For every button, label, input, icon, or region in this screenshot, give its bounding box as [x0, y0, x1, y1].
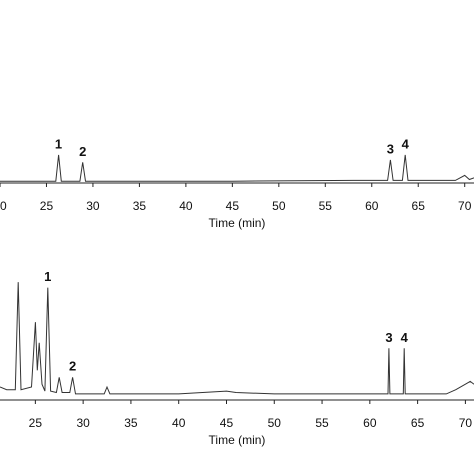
- peak-label: 1: [55, 136, 62, 151]
- x-tick-label: 35: [124, 416, 138, 430]
- x-tick-label: 70: [459, 416, 473, 430]
- x-tick-label: 25: [29, 416, 43, 430]
- peak-label: 4: [402, 136, 410, 151]
- x-tick-label: 45: [220, 416, 234, 430]
- chromatogram-trace: [0, 282, 474, 395]
- x-tick-label: 50: [272, 199, 286, 213]
- x-tick-label: 35: [133, 199, 147, 213]
- x-tick-label: 40: [172, 416, 186, 430]
- x-tick-label: 25: [40, 199, 54, 213]
- x-tick-label: 65: [411, 416, 425, 430]
- x-tick-label: 20: [0, 199, 7, 213]
- peak-label: 3: [385, 330, 392, 345]
- x-tick-label: 55: [319, 199, 333, 213]
- x-tick-label: 60: [365, 199, 379, 213]
- peak-label: 2: [79, 144, 86, 159]
- peak-label: 4: [401, 330, 409, 345]
- x-axis-label: Time (min): [209, 216, 266, 230]
- peak-label: 1: [44, 269, 51, 284]
- x-tick-label: 60: [363, 416, 377, 430]
- x-axis-label: Time (min): [209, 433, 266, 447]
- x-tick-label: 30: [86, 199, 100, 213]
- chromatogram-trace: [0, 154, 474, 182]
- x-tick-label: 30: [76, 416, 90, 430]
- x-tick-label: 55: [315, 416, 329, 430]
- x-tick-label: 50: [268, 416, 282, 430]
- x-tick-label: 70: [458, 199, 472, 213]
- x-tick-label: 65: [412, 199, 426, 213]
- x-tick-label: 45: [226, 199, 240, 213]
- x-tick-label: 40: [179, 199, 193, 213]
- peak-label: 2: [69, 359, 76, 374]
- peak-label: 3: [387, 141, 394, 156]
